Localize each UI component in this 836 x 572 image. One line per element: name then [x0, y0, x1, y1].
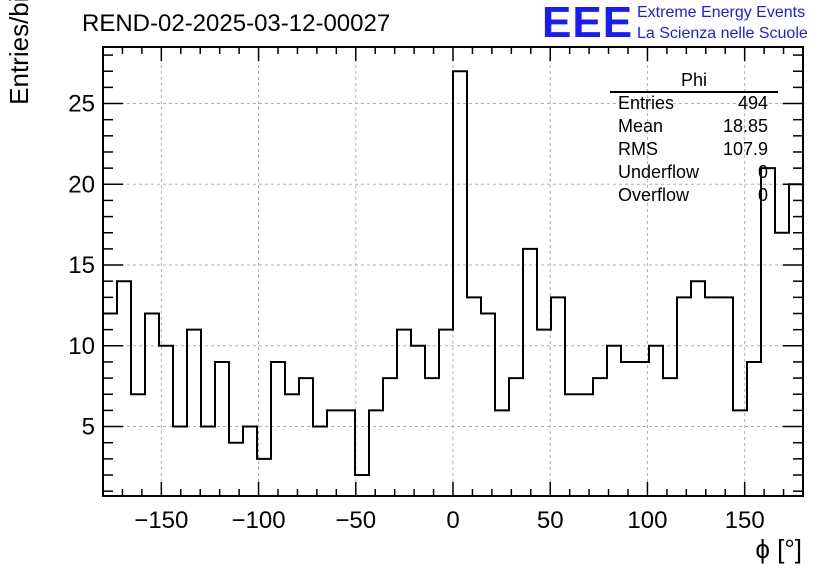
x-tick-label: −100	[232, 507, 286, 534]
axis-ticks	[103, 47, 803, 496]
stats-key: Entries	[618, 93, 675, 113]
stats-key: RMS	[618, 139, 658, 159]
stats-title: Phi	[680, 70, 707, 90]
stats-row-overflow: Overflow 0	[618, 185, 768, 207]
y-tick-label: 15	[68, 252, 95, 279]
stats-row-mean: Mean 18.85	[618, 116, 768, 138]
stats-box: Phi Entries 494 Mean 18.85 RMS 107.9 Und…	[610, 70, 778, 210]
x-axis-label: ϕ [°]	[755, 534, 802, 564]
stats-value: 107.9	[722, 139, 768, 159]
histogram-line	[103, 70, 803, 477]
x-tick-label: 150	[725, 507, 765, 534]
x-tick-label: −150	[134, 507, 188, 534]
stats-row-rms: RMS 107.9	[618, 139, 768, 161]
eee-logo: EEE	[542, 0, 634, 47]
x-tick-label: −50	[335, 507, 376, 534]
y-tick-label: 10	[68, 333, 95, 360]
stats-key: Underflow	[618, 162, 700, 182]
y-tick-label: 5	[82, 414, 95, 441]
y-axis-label: Entries/bin	[4, 0, 34, 105]
stats-key: Mean	[618, 116, 664, 136]
logo-line-2: La Scienza nelle Scuole	[637, 25, 808, 42]
stats-row-entries: Entries 494	[618, 93, 768, 115]
stats-divider	[610, 91, 778, 93]
x-tick-label: 50	[537, 507, 564, 534]
x-tick-label: 100	[627, 507, 667, 534]
run-title: REND-02-2025-03-12-00027	[82, 10, 391, 37]
y-tick-labels: 5 10 15 20 25	[68, 91, 95, 441]
grid-lines	[103, 47, 803, 496]
stats-value: 18.85	[722, 116, 768, 136]
y-tick-label: 20	[68, 171, 95, 198]
stats-key: Overflow	[618, 185, 690, 205]
stats-value: 0	[757, 185, 768, 205]
y-tick-label: 25	[68, 91, 95, 118]
x-tick-label: 0	[446, 507, 459, 534]
stats-value: 0	[757, 162, 768, 182]
logo-line-1: Extreme Energy Events	[637, 4, 806, 21]
stats-row-underflow: Underflow 0	[618, 162, 768, 184]
x-tick-labels: −150 −100 −50 0 50 100 150	[134, 507, 764, 534]
stats-value: 494	[737, 93, 768, 113]
